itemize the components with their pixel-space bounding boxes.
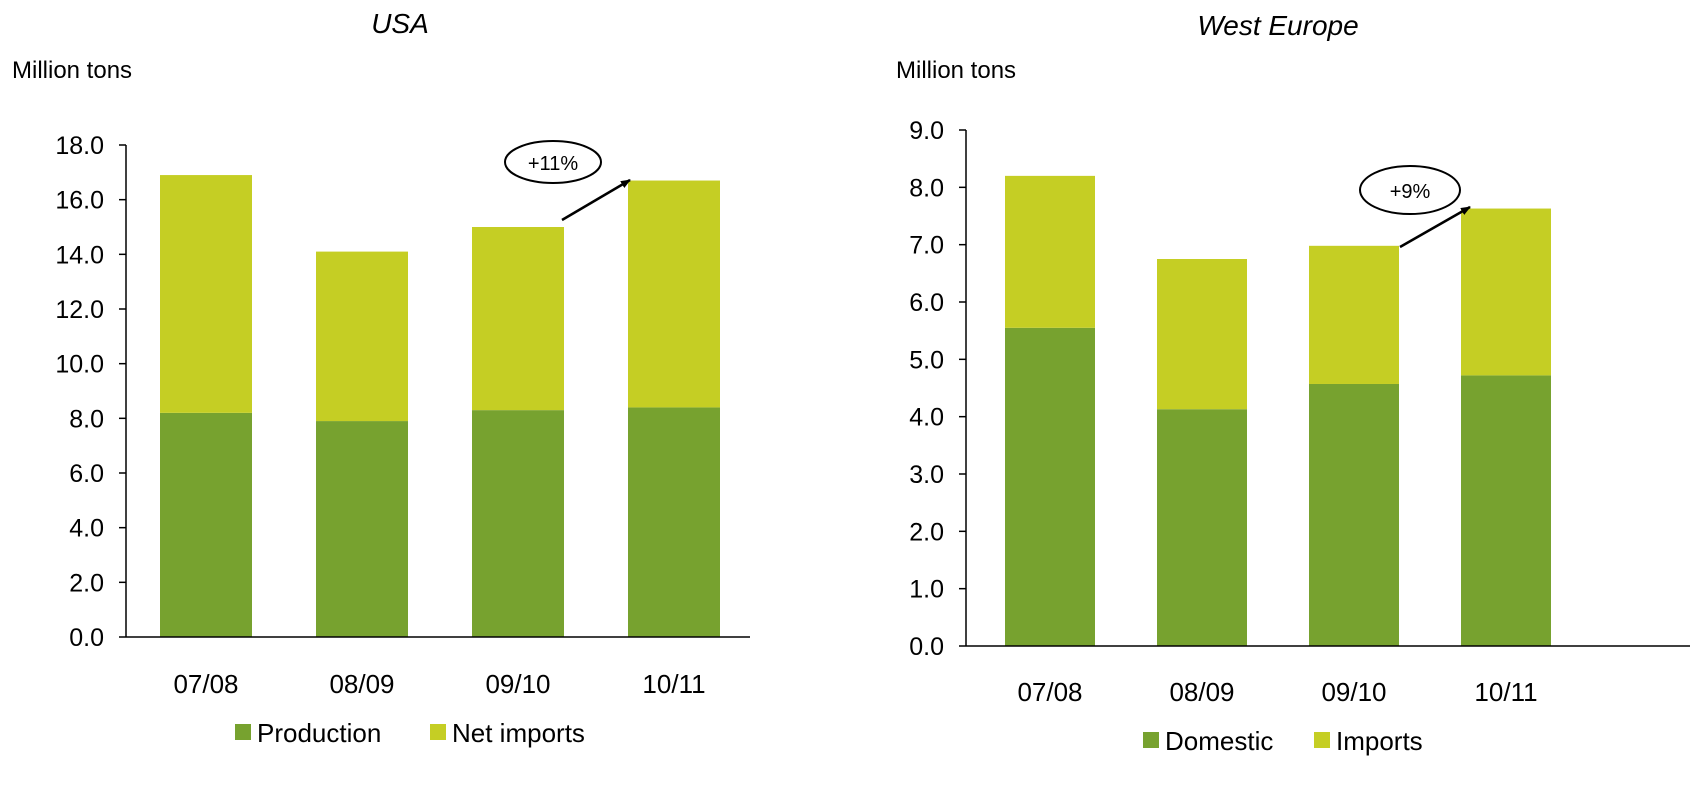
legend-label-imports: Imports	[1336, 726, 1423, 756]
legend-swatch-domestic	[1143, 732, 1159, 748]
legend-swatch-production	[235, 724, 251, 740]
y-tick-label: 10.0	[55, 351, 104, 379]
annotation-label: +9%	[1390, 181, 1431, 203]
y-tick-label: 0.0	[69, 624, 104, 652]
bars	[160, 175, 720, 637]
bar-net-imports-09-10	[472, 227, 564, 411]
legend-label-net-imports: Net imports	[452, 718, 585, 748]
y-tick-label: 18.0	[55, 132, 104, 160]
y-tick-label: 9.0	[909, 117, 944, 145]
y-tick-label: 8.0	[69, 405, 104, 433]
y-tick-label: 12.0	[55, 296, 104, 324]
y-axis-label: Million tons	[12, 57, 132, 84]
growth-annotation: +9%	[1359, 165, 1471, 249]
x-tick-label: 09/10	[485, 669, 550, 699]
annotation-bubble	[1359, 165, 1461, 215]
legend-swatch-net-imports	[430, 724, 446, 740]
y-tick-label: 3.0	[909, 461, 944, 489]
chart-west-europe: West Europe Million tons 0.0 1.0 2.0 3.0 4.0…	[896, 10, 1690, 756]
bar-domestic-07-08	[1005, 327, 1095, 646]
y-tick-label: 2.0	[909, 518, 944, 546]
bar-imports-09-10	[1309, 245, 1399, 384]
x-tick-labels: 07/08 08/09 09/10 10/11	[173, 669, 705, 699]
axes	[959, 129, 1690, 647]
legend-label-production: Production	[257, 718, 381, 748]
annotation-bubble	[504, 140, 602, 184]
bar-net-imports-07-08	[160, 175, 252, 413]
annotation-arrow	[561, 178, 631, 222]
annotation-label: +11%	[528, 153, 578, 175]
x-tick-label: 08/09	[1169, 677, 1234, 707]
y-axis-label: Million tons	[896, 57, 1016, 84]
legend: Production Net imports	[235, 718, 585, 748]
chart-title: West Europe	[1197, 10, 1358, 41]
y-tick-label: 1.0	[909, 576, 944, 604]
bar-production-08-09	[316, 421, 408, 637]
bars	[1005, 175, 1551, 646]
bar-domestic-10-11	[1461, 375, 1551, 646]
bar-production-07-08	[160, 412, 252, 637]
axes	[119, 144, 750, 638]
chart-usa: USA Million tons 0.0 2.0 4.0 6.0 8.0 10.0 12.0…	[12, 8, 750, 748]
y-tick-label: 0.0	[909, 633, 944, 661]
bar-domestic-09-10	[1309, 383, 1399, 646]
bar-production-10-11	[628, 407, 720, 637]
legend: Domestic Imports	[1143, 726, 1423, 756]
bar-net-imports-10-11	[628, 180, 720, 408]
bar-production-09-10	[472, 410, 564, 637]
y-tick-labels: 0.0 1.0 2.0 3.0 4.0 5.0 6.0 7.0 8.0 9.0	[909, 117, 944, 661]
bar-net-imports-08-09	[316, 251, 408, 422]
x-tick-label: 07/08	[173, 669, 238, 699]
bar-imports-07-08	[1005, 175, 1095, 328]
y-tick-label: 8.0	[909, 174, 944, 202]
bar-imports-10-11	[1461, 208, 1551, 376]
bar-domestic-08-09	[1157, 409, 1247, 646]
x-tick-label: 07/08	[1017, 677, 1082, 707]
x-tick-label: 08/09	[329, 669, 394, 699]
x-tick-labels: 07/08 08/09 09/10 10/11	[1017, 677, 1537, 707]
chart-title: USA	[371, 8, 429, 39]
legend-label-domestic: Domestic	[1165, 726, 1273, 756]
y-tick-label: 7.0	[909, 232, 944, 260]
y-tick-label: 4.0	[909, 404, 944, 432]
y-tick-label: 6.0	[69, 460, 104, 488]
y-tick-label: 6.0	[909, 289, 944, 317]
x-tick-label: 09/10	[1321, 677, 1386, 707]
annotation-arrow	[1399, 205, 1471, 249]
x-tick-label: 10/11	[1474, 677, 1537, 707]
y-tick-labels: 0.0 2.0 4.0 6.0 8.0 10.0 12.0 14.0 16.0 18.0	[55, 132, 104, 652]
y-tick-label: 4.0	[69, 515, 104, 543]
legend-swatch-imports	[1314, 732, 1330, 748]
y-tick-label: 14.0	[55, 241, 104, 269]
y-tick-label: 2.0	[69, 569, 104, 597]
growth-annotation: +11%	[504, 140, 631, 222]
y-tick-label: 16.0	[55, 187, 104, 215]
y-tick-label: 5.0	[909, 346, 944, 374]
bar-imports-08-09	[1157, 259, 1247, 410]
x-tick-label: 10/11	[642, 669, 705, 699]
